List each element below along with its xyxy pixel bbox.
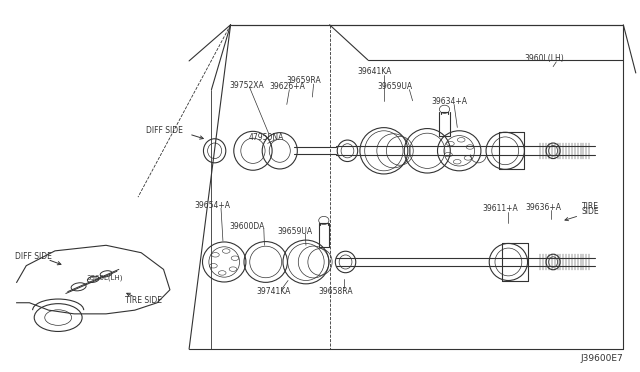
Text: 39600DA: 39600DA — [229, 222, 265, 231]
Text: TIRE SIDE: TIRE SIDE — [125, 296, 162, 305]
Text: 47950NA: 47950NA — [248, 132, 284, 142]
Text: TIRE: TIRE — [582, 202, 599, 211]
Text: 39654+A: 39654+A — [194, 201, 230, 210]
Text: 39636+A: 39636+A — [525, 203, 562, 212]
Text: J39600E7: J39600E7 — [580, 354, 623, 363]
Text: DIFF SIDE: DIFF SIDE — [15, 252, 52, 261]
Text: 39626+A: 39626+A — [269, 82, 305, 91]
Text: 39659UA: 39659UA — [278, 227, 313, 237]
Text: 39658RA: 39658RA — [319, 287, 353, 296]
Text: SIDE: SIDE — [582, 208, 600, 217]
Text: 39752XA: 39752XA — [229, 81, 264, 90]
Text: 39659RA: 39659RA — [286, 76, 321, 85]
Text: 3960L(LH): 3960L(LH) — [524, 54, 564, 63]
Text: 39659UA: 39659UA — [378, 82, 413, 91]
Text: 3960L(LH): 3960L(LH) — [87, 275, 124, 281]
Text: 39641KA: 39641KA — [357, 67, 392, 76]
Text: 39741KA: 39741KA — [256, 288, 291, 296]
Text: 39634+A: 39634+A — [432, 97, 468, 106]
Text: 39611+A: 39611+A — [483, 205, 518, 214]
Text: DIFF SIDE: DIFF SIDE — [147, 126, 183, 135]
